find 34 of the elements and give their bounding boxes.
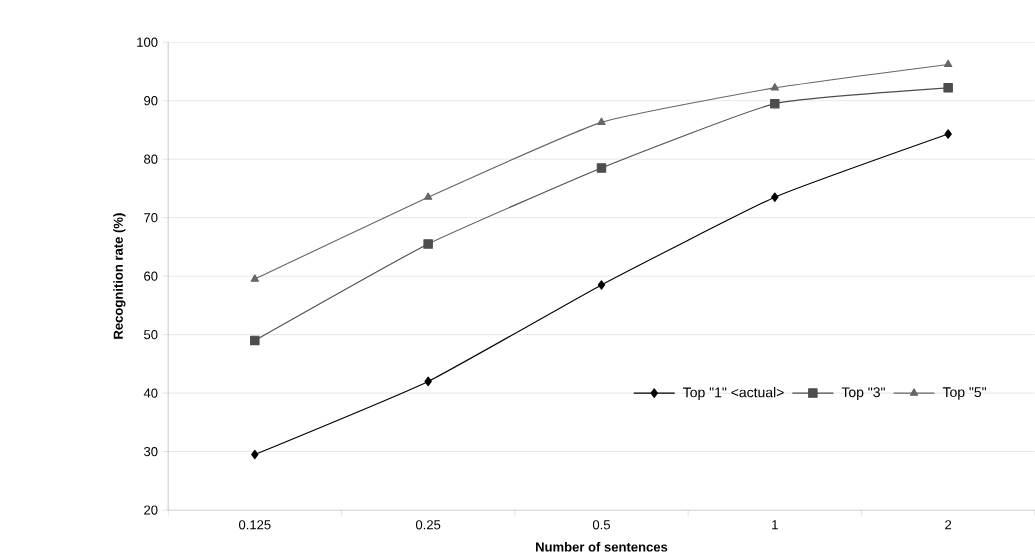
point	[423, 239, 433, 249]
y-tick-label: 40	[143, 388, 158, 398]
legend-label: Top "5"	[942, 387, 987, 400]
x-tick-label: 0.125	[238, 520, 271, 530]
point	[250, 274, 259, 282]
x-tick-label: 2	[945, 520, 952, 530]
y-tick-label: 50	[144, 330, 158, 340]
point	[597, 280, 606, 290]
y-tick-label: 20	[144, 505, 158, 515]
point	[596, 163, 607, 173]
y-tick-label: 90	[144, 96, 158, 106]
point	[424, 376, 432, 387]
y-tick-label: 30	[144, 446, 158, 457]
point	[944, 129, 952, 139]
point	[597, 117, 606, 126]
point	[251, 449, 259, 460]
y-tick-label: 100	[137, 37, 158, 47]
point	[771, 192, 779, 202]
x-tick-label: 0.5	[592, 520, 611, 530]
legend-label: Top "3"	[841, 387, 885, 400]
point	[943, 59, 953, 68]
y-tick-label: 70	[144, 213, 158, 223]
x-tick-label: 1	[772, 520, 778, 530]
y-tick-label: 60	[144, 271, 158, 281]
point	[250, 335, 260, 346]
x-tick-label: 0.25	[415, 520, 441, 530]
point	[943, 83, 953, 93]
point	[770, 98, 780, 109]
point	[770, 83, 780, 91]
point	[423, 192, 433, 200]
x-axis-title: Number of sentences	[536, 542, 668, 552]
y-tick-label: 80	[144, 154, 158, 164]
y-axis-title: Recognition rate (%)	[113, 213, 126, 339]
legend-label: Top "1" <actual>	[683, 387, 784, 401]
